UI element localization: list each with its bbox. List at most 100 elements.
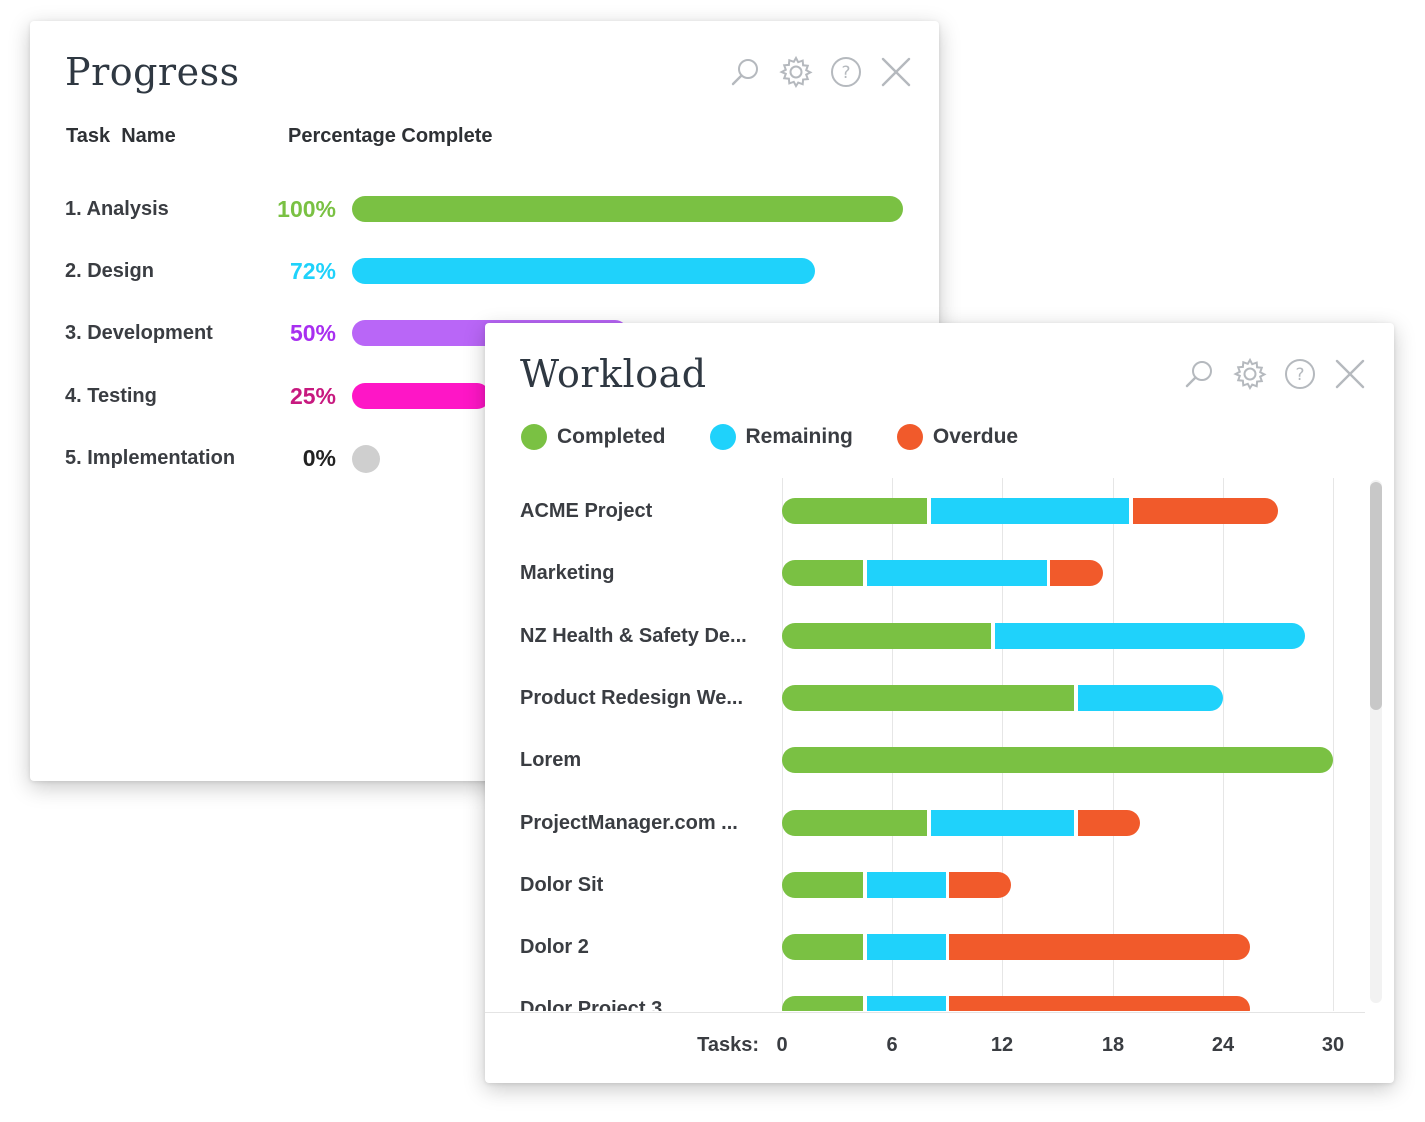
svg-text:?: ? [841,63,850,83]
gear-icon[interactable] [1232,356,1268,392]
chart-row[interactable]: Dolor Proiect 3 [485,996,1365,1011]
bar-completed[interactable] [782,498,927,524]
bar-remaining[interactable] [867,872,946,898]
bar-overdue[interactable] [949,996,1250,1011]
legend-label: Remaining [745,425,853,448]
x-tick-label: 30 [1321,1034,1345,1056]
category-label: Dolor 2 [520,936,589,958]
legend-swatch [709,424,736,450]
chart-row[interactable]: Marketing [485,560,1365,590]
legend-item-overdue[interactable]: Overdue [896,424,1019,450]
chart-row[interactable]: NZ Health & Safety De... [485,623,1365,653]
task-percentage: 25% [289,383,336,409]
category-label: Marketing [520,562,615,584]
x-tick-label: 24 [1211,1034,1235,1056]
category-label: Dolor Proiect 3 [520,998,663,1011]
progress-bar [352,383,490,409]
legend-label: Completed [557,425,666,448]
bar-remaining[interactable] [867,996,946,1011]
gear-icon[interactable] [778,54,814,90]
gridline [1002,478,1003,1011]
task-name: 2. Design [65,260,154,282]
task-row[interactable]: 1. Analysis 100% [30,190,939,230]
legend-swatch [896,424,923,450]
category-label: NZ Health & Safety De... [520,625,747,647]
task-percentage: 100% [277,196,336,222]
chart-row[interactable]: Dolor 2 [485,934,1365,964]
bar-completed[interactable] [782,996,863,1011]
task-name: 1. Analysis [65,198,169,220]
gridline [1333,478,1334,1011]
help-icon[interactable]: ? [828,54,864,90]
bar-remaining[interactable] [931,810,1074,836]
bar-completed[interactable] [782,872,863,898]
chart-row[interactable]: ProjectManager.com ... [485,810,1365,840]
category-label: Product Redesign We... [520,687,743,709]
gridline [1223,478,1224,1011]
bar-overdue[interactable] [1078,810,1140,836]
chart-row[interactable]: Product Redesign We... [485,685,1365,715]
chart-row[interactable]: Lorem [485,747,1365,777]
category-label: Dolor Sit [520,874,604,896]
bar-remaining[interactable] [867,934,946,960]
category-label: Lorem [520,749,582,771]
close-icon[interactable] [1332,356,1368,392]
bar-completed[interactable] [782,934,863,960]
axis-divider [485,1012,1365,1013]
task-row[interactable]: 4. Testing 25% [30,377,939,417]
bar-remaining[interactable] [995,623,1305,649]
task-name-header: Task Name [66,125,176,147]
bar-overdue[interactable] [1133,498,1278,524]
progress-bar [352,196,903,222]
bar-completed[interactable] [782,685,1074,711]
gridline [892,478,893,1011]
gridline [782,478,783,1011]
workload-title: Workload [520,352,707,396]
category-label: ProjectManager.com ... [520,812,738,834]
workload-chart[interactable]: ACME Project Marketing NZ Health & Safety … [485,478,1365,1011]
x-axis-title: Tasks: [697,1034,759,1056]
percentage-complete-header: Percentage Complete [288,125,493,147]
close-icon[interactable] [878,54,914,90]
bar-completed[interactable] [782,560,863,586]
chart-legend: Completed Remaining Overdue [521,424,1062,450]
legend-label: Overdue [932,425,1019,448]
task-name: 5. Implementation [65,447,236,469]
progress-track [352,383,903,409]
x-tick-label: 12 [990,1034,1014,1056]
x-tick-label: 0 [776,1034,788,1056]
legend-swatch [521,424,547,450]
task-row[interactable]: 5. Implementation 0% [30,439,939,479]
svg-text:?: ? [1295,365,1304,385]
search-icon[interactable] [728,54,764,90]
task-row[interactable]: 2. Design 72% [30,252,939,292]
vertical-scrollbar[interactable] [1370,480,1382,1003]
progress-track [352,258,903,284]
bar-remaining[interactable] [867,560,1047,586]
legend-item-completed[interactable]: Completed [521,424,666,450]
scrollbar-thumb[interactable] [1370,482,1382,710]
task-percentage: 72% [289,258,336,284]
search-icon[interactable] [1182,356,1218,392]
bar-remaining[interactable] [931,498,1129,524]
bar-remaining[interactable] [1078,685,1223,711]
chart-row[interactable]: Dolor Sit [485,872,1365,902]
task-percentage: 0% [302,445,336,471]
progress-track [352,196,903,222]
chart-row[interactable]: ACME Project [485,498,1365,528]
legend-item-remaining[interactable]: Remaining [709,424,853,450]
bar-completed[interactable] [782,623,991,649]
bar-overdue[interactable] [949,872,1011,898]
category-label: ACME Project [520,500,653,522]
bar-overdue[interactable] [1050,560,1103,586]
gridline [1113,478,1114,1011]
bar-overdue[interactable] [949,934,1250,960]
workload-toolbar: ? [1182,356,1368,392]
x-tick-label: 6 [886,1034,898,1056]
bar-completed[interactable] [782,810,927,836]
x-tick-label: 18 [1101,1034,1125,1056]
help-icon[interactable]: ? [1282,356,1318,392]
progress-title: Progress [65,50,240,94]
bar-completed[interactable] [782,747,1333,773]
task-name: 3. Development [65,322,213,344]
